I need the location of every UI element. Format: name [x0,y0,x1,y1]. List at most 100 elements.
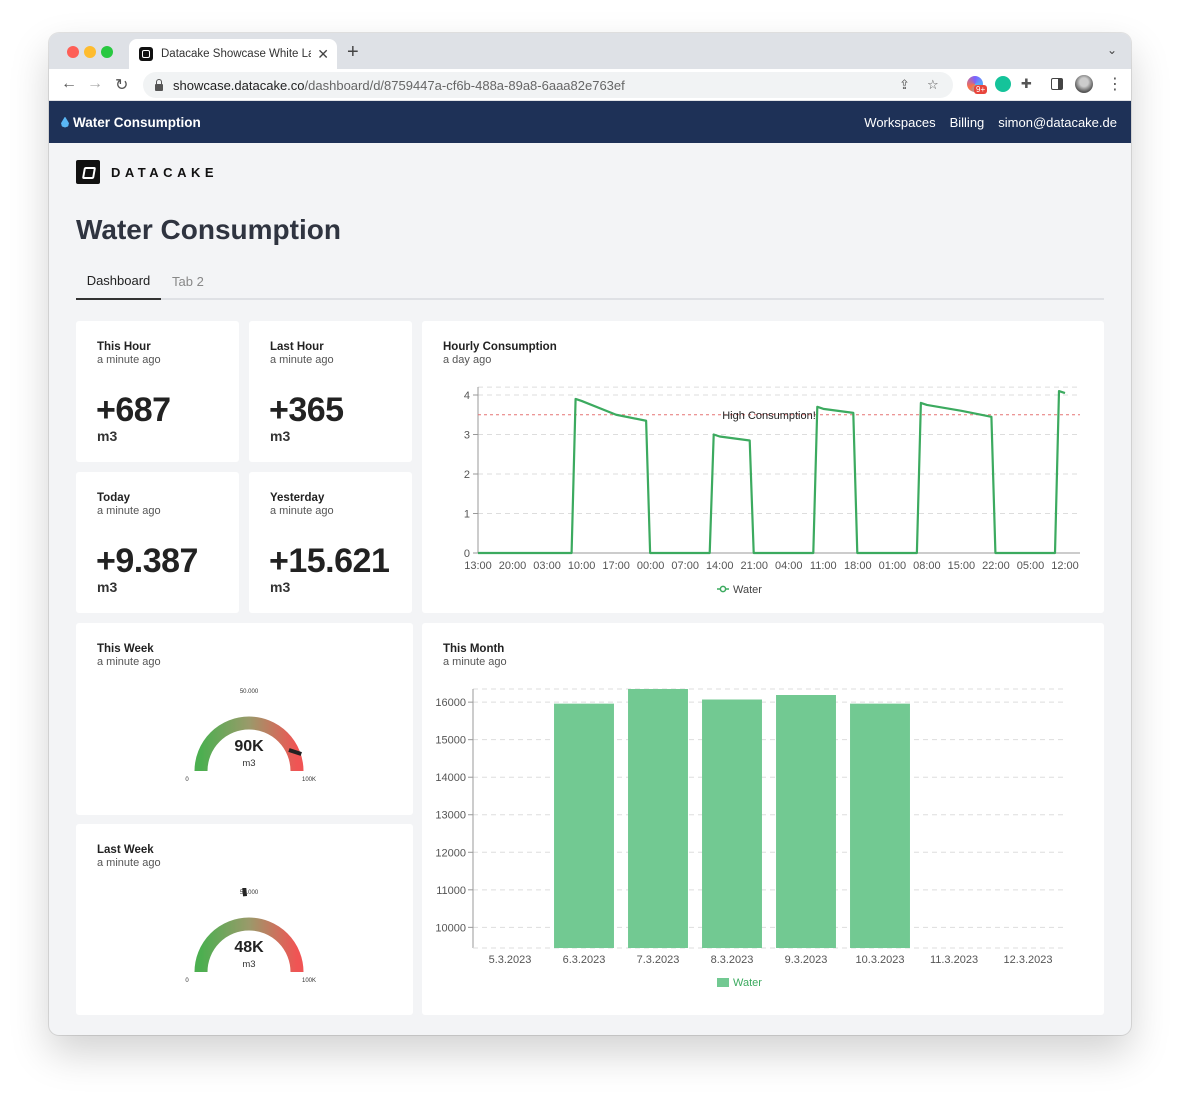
datacake-logo-icon [76,160,100,184]
tab-strip: Datacake Showcase White Lab ✕ + ⌄ [49,33,1131,69]
card-updated: a minute ago [97,857,161,869]
dashboard-tabs: Dashboard Tab 2 [76,263,1104,300]
this-month-card: This Month a minute ago 10000 11000 12000 1… [422,623,1104,1015]
x-tick-label: 08:00 [913,560,941,572]
url-path: /dashboard/d/8759447a-cf6b-488a-89a8-6aa… [304,77,625,93]
bar-water [702,699,762,948]
logo-text: DATACAKE [111,164,219,180]
extension-badge: 9+ [974,85,988,94]
y-tick-label: 15000 [435,735,466,747]
card-title: Hourly Consumption [443,341,557,353]
browser-tab[interactable]: Datacake Showcase White Lab ✕ [129,39,337,69]
maximize-window-button[interactable] [101,46,113,58]
this-week-card: This Week a minute ago 50.000 0 100K 90K… [76,623,413,815]
legend-label: Water [733,584,762,596]
tab-search-chevron-icon[interactable]: ⌄ [1106,43,1117,57]
gauge-unit: m3 [242,758,255,769]
card-title: Today [97,492,131,504]
series-line-water [478,389,1066,555]
address-bar[interactable]: showcase.datacake.co/dashboard/d/8759447… [143,72,953,98]
x-tick-label: 6.3.2023 [563,954,606,966]
y-tick-label: 10000 [435,922,466,934]
legend-swatch [717,978,729,987]
tab-dashboard[interactable]: Dashboard [76,263,161,300]
last-week-gauge: 50.000 0 100K 48K m3 [185,888,316,984]
nav-billing[interactable]: Billing [949,114,985,130]
card-title: This Month [443,643,505,655]
gauge-max-label: 100K [302,777,316,783]
bar-water [776,695,836,948]
gauge-max-label: 100K [302,978,316,984]
kpi-unit: m3 [97,579,118,595]
app-title[interactable]: Water Consumption [73,114,201,130]
new-tab-icon[interactable]: + [347,41,359,63]
x-tick-label: 11:00 [810,560,837,572]
x-tick-label: 01:00 [879,560,907,572]
kpi-unit: m3 [97,428,118,444]
y-tick-label: 0 [464,548,470,560]
kpi-value: +687 [96,391,171,429]
close-tab-icon[interactable]: ✕ [317,45,329,62]
profile-avatar[interactable] [1075,75,1093,93]
x-tick-label: 20:00 [499,560,527,572]
x-tick-label: 12.3.2023 [1004,954,1053,966]
hourly-consumption-card: Hourly Consumption a day ago 0 1 2 3 4 13:00 2… [422,321,1104,613]
x-tick-label: 00:00 [637,560,665,572]
card-updated: a minute ago [270,354,334,366]
reload-icon[interactable]: ↻ [115,77,129,94]
back-arrow-icon[interactable]: ← [61,75,77,92]
card-title: This Week [97,643,154,655]
monthly-bar-chart: 10000 11000 12000 13000 14000 15000 16000 5.3.2… [435,688,1065,989]
x-tick-label: 5.3.2023 [489,954,532,966]
close-window-button[interactable] [67,46,79,58]
kpi-value: +15.621 [269,542,390,580]
x-tick-label: 03:00 [533,560,561,572]
hourly-line-chart: 0 1 2 3 4 13:00 20:00 03:00 10:00 17:00 00:00 07:00… [464,386,1080,596]
datacake-logo: DATACAKE [76,160,218,184]
puzzle-extensions-icon[interactable]: ✚ [1021,76,1032,91]
forward-arrow-icon[interactable]: → [87,75,103,92]
nav-user-email[interactable]: simon@datacake.de [998,114,1117,130]
water-drop-icon [61,116,69,128]
gauge-unit: m3 [242,959,255,970]
x-tick-label: 11.3.2023 [930,954,978,966]
gauge-needle [288,748,302,756]
x-tick-label: 07:00 [671,560,699,572]
gauge-value: 48K [234,939,264,956]
kebab-menu-icon[interactable]: ⋮ [1107,76,1123,93]
card-updated: a minute ago [270,505,334,517]
share-icon[interactable]: ⇪ [899,77,910,92]
gauge-needle [242,888,248,897]
app-nav: Workspaces Billing simon@datacake.de [864,115,1117,130]
bar-water [628,689,688,948]
x-tick-label: 04:00 [775,560,803,572]
nav-workspaces[interactable]: Workspaces [864,114,936,130]
gauge-min-label: 0 [185,978,189,984]
kpi-unit: m3 [270,579,291,595]
last-week-card: Last Week a minute ago 50.000 0 100K 48K… [76,824,413,1015]
url-host: showcase.datacake.co [173,77,305,93]
x-tick-label: 10:00 [568,560,596,572]
minimize-window-button[interactable] [84,46,96,58]
x-tick-label: 15:00 [948,560,976,572]
legend-label: Water [733,977,762,989]
card-updated: a minute ago [97,656,161,668]
tab-2[interactable]: Tab 2 [172,274,204,289]
yesterday-card: Yesterday a minute ago +15.621 m3 [249,472,412,613]
this-hour-card: This Hour a minute ago +687 m3 [76,321,239,462]
page-title: Water Consumption [76,214,341,245]
grammarly-icon[interactable] [995,76,1011,92]
gauge-arc [194,917,304,973]
y-tick-label: 12000 [435,847,466,859]
x-tick-label: 13:00 [464,560,492,572]
y-tick-label: 1 [464,509,470,521]
this-week-gauge: 50.000 0 100K 90K m3 [185,689,316,783]
last-hour-card: Last Hour a minute ago +365 m3 [249,321,412,462]
card-title: Last Week [97,844,154,856]
x-tick-label: 8.3.2023 [711,954,754,966]
side-panel-icon[interactable] [1051,78,1063,90]
y-tick-label: 13000 [435,810,466,822]
bookmark-star-icon[interactable]: ☆ [927,77,939,92]
x-tick-label: 22:00 [982,560,1010,572]
card-updated: a day ago [443,354,492,366]
